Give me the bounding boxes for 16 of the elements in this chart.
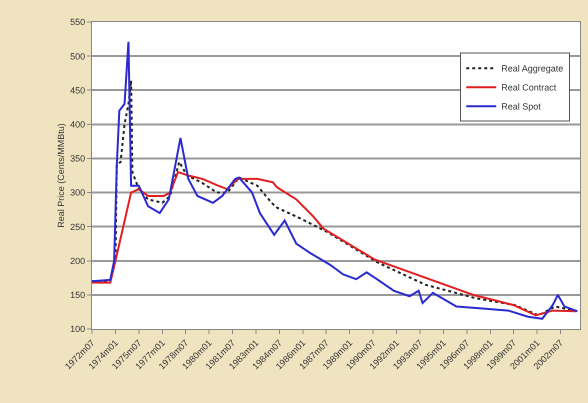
y-axis-title: Real Price (Cents/MMBtu) [56, 123, 66, 228]
y-tick-label: 250 [70, 222, 86, 232]
y-tick-label: 300 [70, 188, 86, 198]
y-tick-label: 100 [70, 324, 86, 334]
y-tick-label: 200 [70, 256, 86, 266]
y-tick-label: 550 [70, 17, 86, 28]
legend-label: Real Contract [501, 82, 557, 93]
y-tick-label: 400 [70, 119, 86, 130]
legend-label: Real Spot [501, 102, 542, 112]
line-series [92, 171, 578, 316]
y-tick-label: 450 [70, 85, 86, 96]
line-series [92, 40, 578, 320]
y-tick-label: 500 [70, 51, 86, 62]
y-tick-label: 350 [70, 154, 86, 164]
y-tick-label: 150 [70, 290, 86, 300]
legend-label: Real Aggregate [501, 64, 564, 74]
